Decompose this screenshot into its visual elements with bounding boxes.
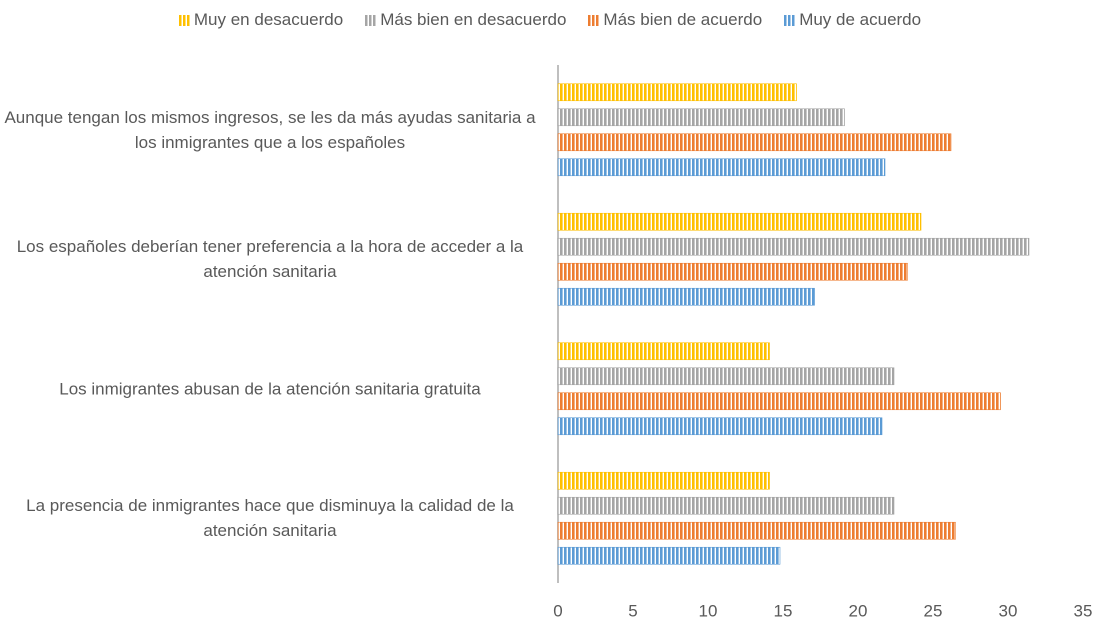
bar bbox=[557, 496, 895, 515]
category-label: Los españoles deberían tener preferencia… bbox=[16, 237, 524, 282]
bar bbox=[557, 262, 908, 281]
legend-label: Más bien en desacuerdo bbox=[380, 10, 567, 29]
legend-label: Más bien de acuerdo bbox=[603, 10, 763, 29]
x-tick-label: 20 bbox=[849, 601, 868, 620]
legend-label: Muy en desacuerdo bbox=[193, 10, 344, 29]
x-tick-label: 5 bbox=[628, 601, 637, 620]
bar bbox=[557, 108, 845, 127]
bar bbox=[557, 417, 883, 436]
x-tick-label: 15 bbox=[774, 601, 793, 620]
bar bbox=[557, 212, 922, 231]
x-tick-label: 10 bbox=[699, 601, 718, 620]
legend-swatch bbox=[784, 14, 796, 26]
legend-item: Muy en desacuerdo bbox=[178, 10, 344, 30]
bar bbox=[557, 521, 956, 540]
legend-item: Muy de acuerdo bbox=[784, 10, 921, 30]
bar bbox=[557, 392, 1001, 411]
legend-label: Muy de acuerdo bbox=[799, 10, 922, 29]
legend-swatch bbox=[178, 14, 190, 26]
bar bbox=[557, 367, 895, 386]
category-label: La presencia de inmigrantes hace que dis… bbox=[26, 496, 514, 541]
bar bbox=[557, 342, 770, 361]
category-label: Aunque tengan los mismos ingresos, se le… bbox=[4, 107, 536, 152]
bar bbox=[557, 83, 797, 102]
bar bbox=[557, 158, 886, 177]
bar bbox=[557, 133, 952, 152]
x-tick-label: 30 bbox=[999, 601, 1018, 620]
bar bbox=[557, 546, 781, 565]
bar bbox=[557, 471, 770, 490]
category-label: Los inmigrantes abusan de la atención sa… bbox=[59, 379, 481, 399]
legend-item: Más bien en desacuerdo bbox=[365, 10, 566, 30]
bar bbox=[557, 287, 815, 306]
x-tick-label: 25 bbox=[924, 601, 943, 620]
legend: Muy en desacuerdo Más bien en desacuerdo M… bbox=[0, 10, 1100, 30]
x-tick-label: 35 bbox=[1074, 601, 1093, 620]
legend-swatch bbox=[588, 14, 600, 26]
legend-swatch bbox=[365, 14, 377, 26]
bar bbox=[557, 237, 1030, 256]
x-tick-label: 0 bbox=[553, 601, 562, 620]
legend-item: Más bien de acuerdo bbox=[588, 10, 762, 30]
